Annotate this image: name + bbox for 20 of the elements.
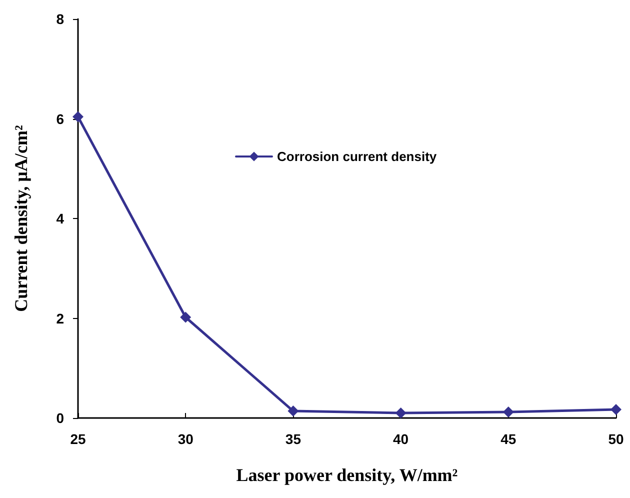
- legend-label: Corrosion current density: [277, 149, 438, 164]
- y-tick-label: 0: [56, 410, 64, 426]
- point: [502, 406, 514, 418]
- x-axis-title: Laser power density, W/mm²: [236, 465, 458, 485]
- y-tick-label: 2: [56, 310, 64, 326]
- x-tick-label: 30: [178, 431, 194, 447]
- x-tick-label: 50: [608, 431, 624, 447]
- x-tick-label: 40: [393, 431, 409, 447]
- point: [72, 111, 84, 122]
- y-axis-title: Current density, μA/cm²: [11, 125, 31, 312]
- point: [180, 312, 192, 323]
- y-tick-label: 8: [56, 11, 64, 27]
- y-tick-label: 4: [56, 210, 64, 226]
- x-tick-label: 35: [285, 431, 302, 447]
- x-tick-label: 45: [500, 431, 516, 447]
- x-tick-label: 25: [70, 431, 86, 447]
- point: [395, 408, 406, 419]
- y-tick-label: 6: [56, 110, 64, 127]
- point: [288, 406, 299, 417]
- point: [610, 404, 622, 416]
